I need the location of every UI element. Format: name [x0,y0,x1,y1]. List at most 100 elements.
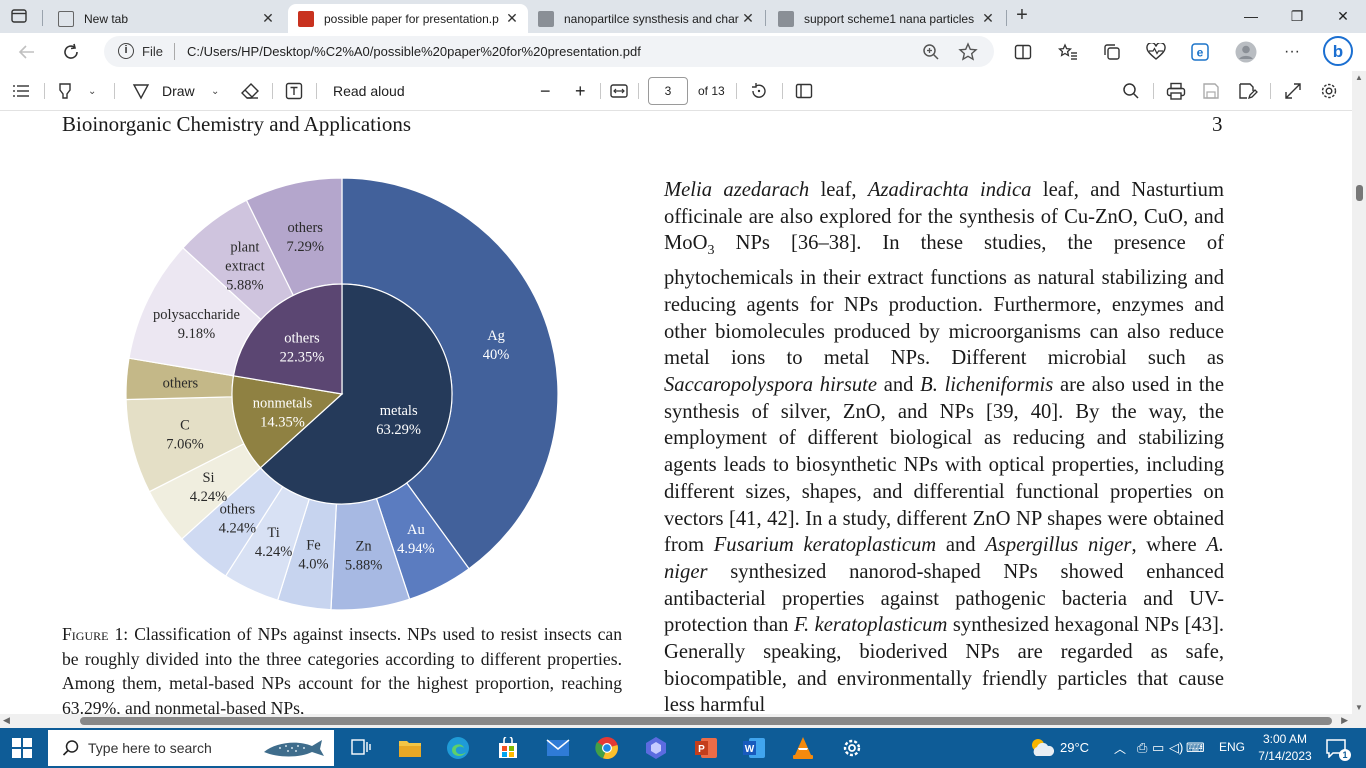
minimize-button[interactable]: — [1244,8,1258,24]
microsoft-store-icon[interactable] [496,736,520,760]
tab-new-tab[interactable]: New tab ✕ [48,4,284,33]
body-paragraph: Melia azedarach leaf, Azadirachta indica… [664,177,1224,714]
inner-slice-value: 14.35% [260,414,305,430]
close-window-button[interactable]: ✕ [1337,8,1349,24]
edge-browser-icon[interactable] [446,736,470,760]
outer-slice-value: 4.94% [397,541,434,557]
highlight-icon[interactable] [56,81,74,101]
close-tab-icon[interactable]: ✕ [506,10,518,26]
fullscreen-expand-icon[interactable] [1284,81,1302,101]
draw-button[interactable]: Draw [132,81,195,101]
weather-cloud-icon[interactable] [1028,734,1056,762]
svg-text:P: P [698,744,705,755]
tab-support-scheme[interactable]: support scheme1 nana particles ✕ [768,4,1004,33]
contents-list-icon[interactable] [12,81,30,101]
settings-gear-icon[interactable] [840,736,864,760]
notifications-icon[interactable]: 1 [1323,735,1351,761]
close-tab-icon[interactable]: ✕ [982,10,994,26]
weather-temperature[interactable]: 29°C [1060,740,1090,755]
tab-label: New tab [84,11,129,26]
profile-button[interactable] [1233,39,1259,65]
restore-button[interactable]: ❐ [1290,8,1304,24]
close-tab-icon[interactable]: ✕ [742,10,754,26]
inner-slice-others [232,283,343,395]
collections-button[interactable] [1099,39,1125,65]
url-text[interactable]: C:/Users/HP/Desktop/%C2%A0/possible%20pa… [187,44,641,59]
outer-slice-label: plant [230,239,259,255]
favorites-button[interactable] [1055,39,1081,65]
fit-to-width-icon[interactable] [610,81,628,101]
volume-icon[interactable]: ◁) [1169,740,1184,755]
draw-pen-icon [132,84,150,100]
network-icon[interactable]: ▭ [1152,740,1165,755]
split-screen-button[interactable] [1010,39,1036,65]
file-explorer-icon[interactable] [398,736,422,760]
browser-essentials-button[interactable] [1143,39,1169,65]
bing-copilot-button[interactable]: b [1322,35,1354,67]
pdf-document-viewport[interactable]: Bioinorganic Chemistry and Applications … [0,112,1352,714]
outer-slice-value: 9.18% [178,326,215,342]
extension-button[interactable]: e [1187,39,1213,65]
page-number-input[interactable]: 3 [648,77,688,105]
refresh-button[interactable] [58,39,84,65]
tab-nanoparticle-synthesis[interactable]: nanopartilce synsthesis and char ✕ [528,4,764,33]
print-icon[interactable] [1166,81,1186,101]
inner-slice-label: nonmetals [253,395,313,411]
mail-icon[interactable] [546,736,570,760]
tab-actions-icon[interactable] [8,6,30,26]
horizontal-scrollbar[interactable]: ◀ ▶ [0,714,1352,728]
inner-slice-label: others [284,331,320,347]
powerpoint-icon[interactable]: P [694,736,718,760]
rotate-icon[interactable] [750,81,768,101]
eraser-icon[interactable] [240,81,260,101]
search-placeholder: Type here to search [88,740,212,756]
vertical-scrollbar[interactable]: ▲ ▼ [1352,71,1366,714]
zoom-icon[interactable] [922,43,940,66]
address-bar[interactable]: i File C:/Users/HP/Desktop/%C2%A0/possib… [104,36,994,67]
scroll-right-icon[interactable]: ▶ [1341,715,1348,725]
close-tab-icon[interactable]: ✕ [262,10,274,26]
italic-term: A. niger [664,534,1224,583]
app-purple-icon[interactable] [644,736,668,760]
vertical-scroll-thumb[interactable] [1356,185,1363,201]
zoom-out-icon[interactable]: − [540,80,551,101]
draw-chevron-down-icon[interactable]: ⌄ [211,85,220,97]
tab-possible-paper[interactable]: possible paper for presentation.p ✕ [288,4,528,33]
save-disk-icon[interactable] [1202,81,1220,101]
task-view-icon[interactable] [349,736,373,760]
find-search-icon[interactable] [1122,81,1140,101]
page-view-icon[interactable] [795,81,813,101]
save-as-icon[interactable] [1238,81,1258,101]
horizontal-scroll-thumb[interactable] [80,717,1332,725]
svg-text:b: b [1333,42,1343,61]
scroll-up-icon[interactable]: ▲ [1355,73,1363,82]
favorite-star-icon[interactable] [958,42,978,67]
meet-now-icon[interactable]: ⎙ [1137,740,1148,755]
text-box-icon[interactable] [285,81,303,101]
info-icon[interactable]: i [118,43,134,59]
search-icon [62,740,79,756]
toolbar-divider [736,83,737,99]
input-language[interactable]: ENG [1219,740,1246,754]
inner-slice-value: 63.29% [376,422,421,438]
windows-start-icon[interactable] [12,738,32,763]
back-button[interactable] [14,39,40,65]
scroll-left-icon[interactable]: ◀ [3,715,10,725]
body-text-run: are also used in the synthesis of silver… [664,374,1224,557]
scroll-down-icon[interactable]: ▼ [1355,703,1363,712]
sunburst-chart: Ag40%Au4.94%Zn5.88%Fe4.0%Ti4.24%others4.… [125,177,559,611]
zoom-in-icon[interactable]: + [575,80,586,101]
more-options-icon[interactable]: ··· [1284,43,1300,60]
taskbar-clock[interactable]: 3:00 AM 7/14/2023 [1250,731,1320,765]
keyboard-icon[interactable]: ⌨ [1186,740,1205,755]
vlc-icon[interactable] [791,736,815,760]
read-aloud-button[interactable]: Read aloud [333,83,405,99]
chrome-icon[interactable] [595,736,619,760]
new-tab-button[interactable]: + [1016,4,1028,26]
highlight-chevron-down-icon[interactable]: ⌄ [88,85,97,97]
outer-slice-label: Ag [487,328,505,344]
settings-gear-icon[interactable] [1320,81,1338,101]
word-icon[interactable]: W [742,736,766,760]
show-hidden-icons-chevron-up-icon[interactable]: ︿ [1114,742,1127,756]
taskbar-search-box[interactable]: Type here to search [48,730,334,766]
